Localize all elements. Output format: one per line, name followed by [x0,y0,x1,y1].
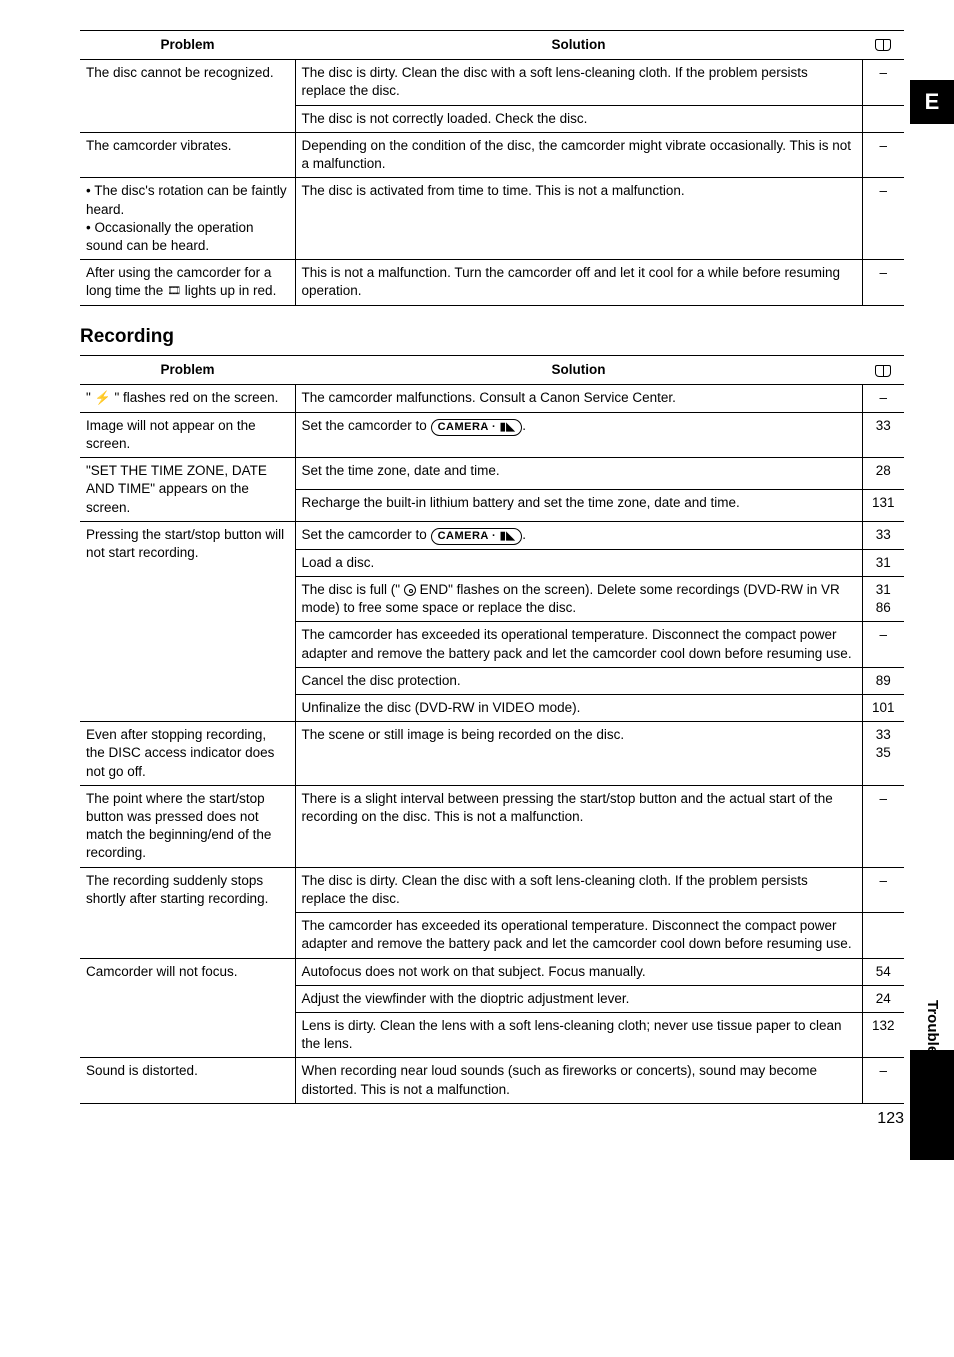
page-ref-cell: – [862,132,904,177]
table-row: Pressing the start/stop button will not … [80,521,904,549]
solution-cell: Set the time zone, date and time. [295,458,862,490]
table-row: " ⚡ " flashes red on the screen.The camc… [80,385,904,412]
book-icon [875,39,891,51]
solution-cell: Cancel the disc protection. [295,667,862,694]
troubleshoot-table-recording: Problem Solution " ⚡ " flashes red on th… [80,355,904,1104]
header-problem: Problem [80,31,295,60]
header-page-icon [862,31,904,60]
book-icon [875,365,891,377]
solution-cell: Autofocus does not work on that subject.… [295,958,862,985]
page-ref-cell: 54 [862,958,904,985]
problem-cell: After using the camcorder for a long tim… [80,260,295,305]
problem-cell: Sound is distorted. [80,1058,295,1103]
solution-cell: The scene or still image is being record… [295,722,862,786]
page-ref-cell: 132 [862,1013,904,1058]
problem-cell: Image will not appear on the screen. [80,412,295,457]
header-solution: Solution [295,356,862,385]
problem-cell: Pressing the start/stop button will not … [80,521,295,721]
solution-cell: Lens is dirty. Clean the lens with a sof… [295,1013,862,1058]
table-row: The camcorder vibrates.Depending on the … [80,132,904,177]
problem-cell: "SET THE TIME ZONE, DATE AND TIME" appea… [80,458,295,522]
page-ref-cell: 89 [862,667,904,694]
solution-cell: Load a disc. [295,549,862,576]
table-row: Image will not appear on the screen.Set … [80,412,904,457]
table-row: Even after stopping recording, the DISC … [80,722,904,786]
page-ref-cell: 24 [862,985,904,1012]
solution-cell: The disc is activated from time to time.… [295,178,862,260]
problem-cell: " ⚡ " flashes red on the screen. [80,385,295,412]
page-ref-cell: 33 [862,521,904,549]
table-row: The recording suddenly stops shortly aft… [80,867,904,912]
solution-cell: Depending on the condition of the disc, … [295,132,862,177]
problem-cell: The recording suddenly stops shortly aft… [80,867,295,958]
page-ref-cell: – [862,385,904,412]
page-ref-cell [862,105,904,132]
header-page-icon [862,356,904,385]
page-ref-cell: 33 [862,412,904,457]
solution-cell: This is not a malfunction. Turn the camc… [295,260,862,305]
page-ref-cell: 33 35 [862,722,904,786]
problem-cell: The camcorder vibrates. [80,132,295,177]
page-ref-cell: 31 86 [862,576,904,621]
problem-cell: • The disc's rotation can be faintly hea… [80,178,295,260]
solution-cell: The disc is not correctly loaded. Check … [295,105,862,132]
table-row: • The disc's rotation can be faintly hea… [80,178,904,260]
side-tab-e: E [910,80,954,124]
header-solution: Solution [295,31,862,60]
lightning-icon: ⚡ [95,390,111,405]
page-ref-cell: 131 [862,489,904,521]
page-ref-cell: 28 [862,458,904,490]
page-number: 123 [877,1108,904,1130]
page-ref-cell: – [862,622,904,667]
solution-cell: The disc is full (" END" flashes on the … [295,576,862,621]
table-row: The point where the start/stop button wa… [80,785,904,867]
page-ref-cell: – [862,867,904,912]
solution-cell: Unfinalize the disc (DVD-RW in VIDEO mod… [295,694,862,721]
solution-cell: There is a slight interval between press… [295,785,862,867]
table-row: Sound is distorted.When recording near l… [80,1058,904,1103]
table-row: After using the camcorder for a long tim… [80,260,904,305]
page-ref-cell: – [862,60,904,105]
problem-cell: The disc cannot be recognized. [80,60,295,133]
page-ref-cell [862,913,904,958]
solution-cell: The camcorder has exceeded its operation… [295,622,862,667]
page-ref-cell: – [862,1058,904,1103]
troubleshoot-table-general: Problem Solution The disc cannot be reco… [80,30,904,306]
section-title-recording: Recording [80,324,904,350]
filmcam-icon: 🎞 [167,284,181,299]
solution-cell: Set the camcorder to CAMERA · ▮◣. [295,521,862,549]
solution-cell: Recharge the built-in lithium battery an… [295,489,862,521]
problem-cell: Camcorder will not focus. [80,958,295,1058]
solution-cell: When recording near loud sounds (such as… [295,1058,862,1103]
solution-cell: Adjust the viewfinder with the dioptric … [295,985,862,1012]
page-ref-cell: 31 [862,549,904,576]
problem-cell: Even after stopping recording, the DISC … [80,722,295,786]
table-row: "SET THE TIME ZONE, DATE AND TIME" appea… [80,458,904,490]
solution-cell: Set the camcorder to CAMERA · ▮◣. [295,412,862,457]
problem-cell: The point where the start/stop button wa… [80,785,295,867]
page-ref-cell: – [862,178,904,260]
side-tab-trouble-block [910,1050,954,1160]
solution-cell: The camcorder malfunctions. Consult a Ca… [295,385,862,412]
page-ref-cell: – [862,260,904,305]
table-row: The disc cannot be recognized.The disc i… [80,60,904,105]
page-ref-cell: – [862,785,904,867]
camera-mode-badge: CAMERA · ▮◣ [431,528,523,545]
solution-cell: The camcorder has exceeded its operation… [295,913,862,958]
camera-mode-badge: CAMERA · ▮◣ [431,419,523,436]
header-problem: Problem [80,356,295,385]
solution-cell: The disc is dirty. Clean the disc with a… [295,60,862,105]
page-ref-cell: 101 [862,694,904,721]
solution-cell: The disc is dirty. Clean the disc with a… [295,867,862,912]
disc-icon [404,584,416,596]
table-row: Camcorder will not focus.Autofocus does … [80,958,904,985]
